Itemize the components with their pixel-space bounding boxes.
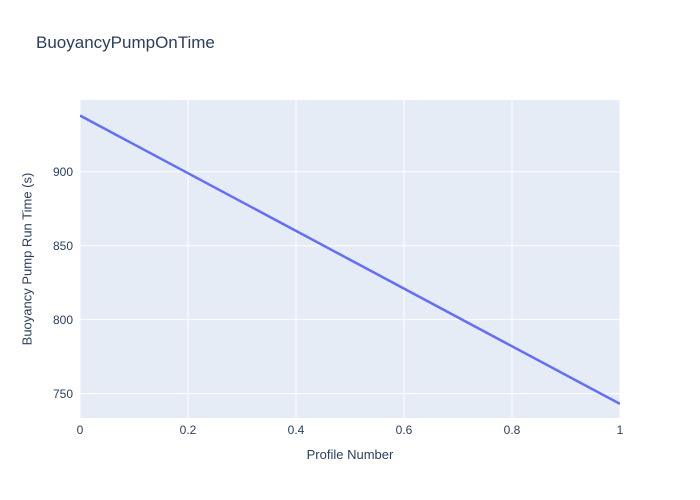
y-tick-label: 800 [52, 312, 73, 327]
x-tick-label: 0.2 [179, 423, 197, 437]
plot-area[interactable] [80, 100, 620, 418]
y-tick-label: 900 [52, 164, 73, 179]
y-axis-title: Buoyancy Pump Run Time (s) [19, 172, 35, 346]
y-tick-label: 850 [52, 238, 73, 253]
line-series [80, 114, 620, 406]
line-chart-canvas [80, 100, 620, 418]
x-axis-title: Profile Number [306, 447, 394, 462]
x-tick-label: 0.8 [503, 423, 521, 437]
x-tick-label: 0.4 [287, 423, 305, 437]
y-tick-label: 750 [52, 386, 73, 401]
x-tick-label: 1 [616, 423, 624, 437]
x-tick-label: 0 [76, 423, 84, 437]
chart-title: BuoyancyPumpOnTime [36, 33, 215, 52]
x-tick-label: 0.6 [395, 423, 413, 437]
